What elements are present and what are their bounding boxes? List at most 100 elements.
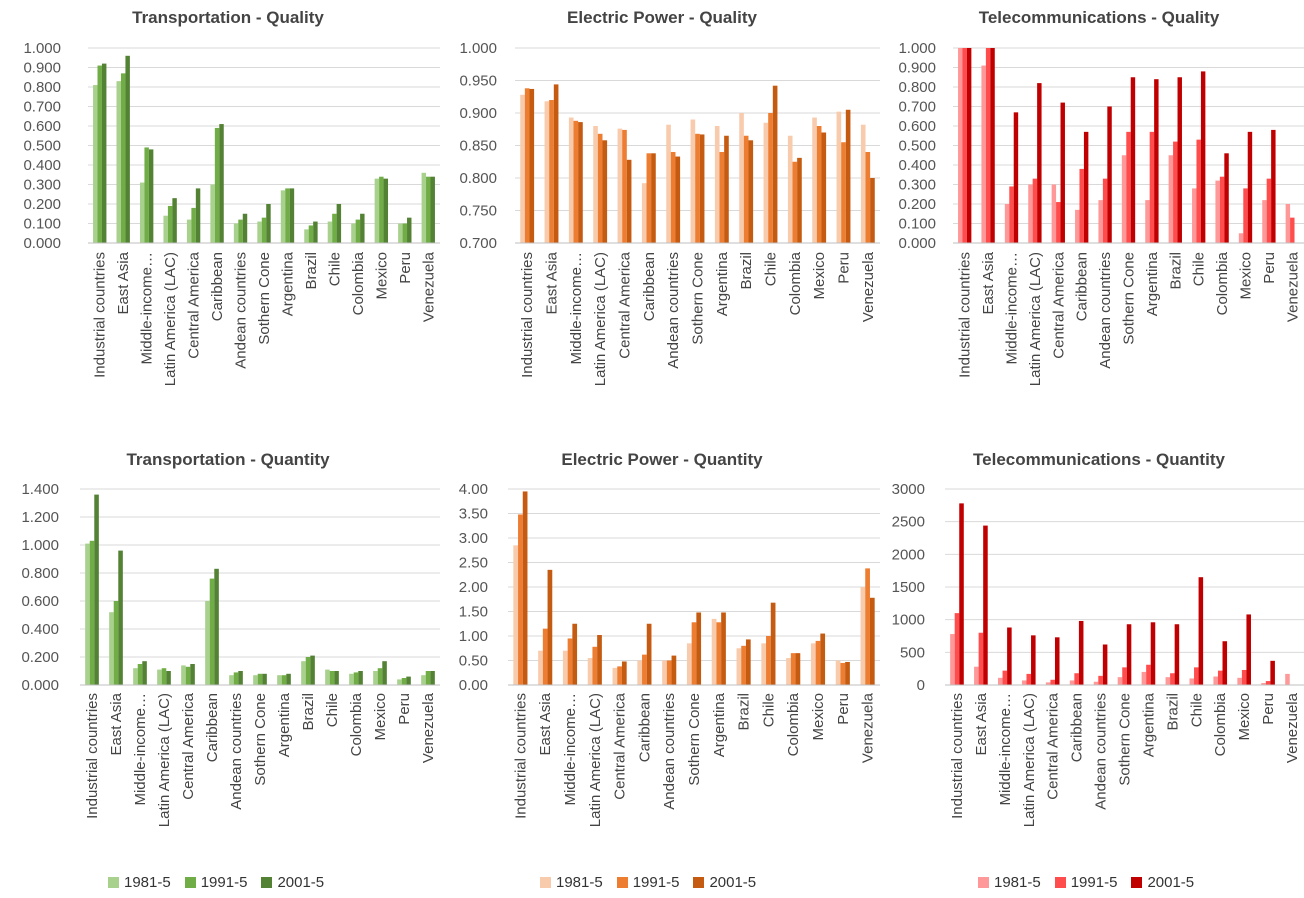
legend-swatch [184,877,196,888]
legend-item: 1981-5 [978,874,1041,891]
bar-1981-5 [1069,680,1075,685]
y-tick-label: 0.600 [898,118,936,135]
bar-1991-5 [622,129,627,243]
y-tick-label: 0.950 [459,73,497,90]
x-tick-label: Peru [836,252,853,284]
bar-1981-5 [233,223,239,243]
y-tick-label: 0.900 [23,60,61,77]
x-tick-label: Latin America (LAC) [1027,252,1044,386]
bar-1981-5 [587,658,593,685]
legend-swatch [108,877,119,888]
x-tick-label: Brazil [1167,252,1184,290]
bar-1991-5 [97,65,102,243]
bar-1981-5 [163,215,168,243]
bar-1981-5 [304,229,309,243]
bar-2001-5 [820,633,826,685]
bar-2001-5 [1174,624,1180,685]
bar-2001-5 [166,671,171,685]
y-tick-label: 0.400 [23,157,61,174]
bar-1991-5 [1170,673,1175,685]
bar-1981-5 [520,94,525,243]
bar-1981-5 [133,668,138,685]
bar-1981-5 [1141,671,1147,685]
bar-1991-5 [978,632,984,685]
legend-label: 1991-5 [1070,874,1118,891]
x-tick-label: Brazil [736,693,753,731]
bar-1991-5 [1217,670,1223,685]
chart-title: Transportation - Quality [132,8,324,27]
y-tick-label: 0.700 [459,235,497,252]
bar-1991-5 [1056,202,1061,243]
bar-1991-5 [1126,131,1131,243]
x-tick-label: Middle-income… [1004,252,1021,365]
x-tick-label: Peru [397,252,414,284]
bar-1981-5 [641,183,647,243]
bar-1981-5 [253,675,258,685]
y-tick-label: 0.200 [898,196,936,213]
y-tick-label: 2000 [892,546,925,563]
bar-1981-5 [1021,680,1027,685]
x-tick-label: Middle-income… [562,693,579,806]
bar-2001-5 [242,213,248,243]
legend-swatch [540,877,551,888]
bar-1991-5 [1265,681,1271,685]
bar-1991-5 [1032,178,1038,243]
bar-2001-5 [696,612,702,685]
bar-1991-5 [377,668,383,685]
bar-1981-5 [662,660,667,685]
x-tick-label: Industrial countries [512,693,529,819]
y-tick-label: 1.000 [23,40,61,57]
x-tick-label: Caribbean [204,693,221,762]
x-tick-label: Industrial countries [519,252,536,378]
bar-2001-5 [262,673,267,685]
bar-1991-5 [815,640,821,685]
x-tick-label: Sothern Cone [690,252,707,345]
bar-2001-5 [966,48,972,243]
chart-title: Transportation - Quantity [126,450,330,469]
bar-1981-5 [836,111,842,243]
x-tick-label: Chile [326,252,343,286]
y-tick-label: 0.750 [459,203,497,220]
bar-1981-5 [205,601,210,685]
x-tick-label: Industrial countries [84,693,101,819]
y-tick-label: 0.500 [23,138,61,155]
bar-1981-5 [787,135,793,243]
y-tick-label: 1.50 [459,604,488,621]
bar-1981-5 [280,190,286,243]
bar-1991-5 [792,161,798,243]
bar-1981-5 [810,643,816,685]
legend-label: 2001-5 [1147,874,1195,891]
bar-2001-5 [646,623,652,685]
bar-1991-5 [985,48,991,243]
bar-1991-5 [646,153,652,243]
bar-1981-5 [229,675,234,685]
x-tick-label: Brazil [300,693,317,731]
x-tick-label: Colombia [348,692,365,756]
bar-1991-5 [285,188,290,243]
bar-1981-5 [397,679,402,685]
bar-2001-5 [621,661,627,685]
bar-1991-5 [1074,673,1079,685]
bar-1981-5 [860,124,866,243]
bar-1981-5 [301,661,306,685]
bar-1981-5 [711,618,717,685]
y-tick-label: 1500 [892,579,925,596]
y-tick-label: 3.00 [459,530,488,547]
bar-1981-5 [544,101,550,243]
bar-2001-5 [626,159,632,243]
bar-1981-5 [513,545,519,685]
x-tick-label: Venezuela [420,692,437,763]
bar-1991-5 [542,628,548,685]
bar-1981-5 [568,117,574,243]
bar-1981-5 [210,184,215,243]
bar-2001-5 [699,134,705,243]
x-tick-label: Sothern Cone [252,693,269,786]
bar-2001-5 [286,673,291,685]
bar-1991-5 [841,142,846,243]
legend-item: 1991-5 [616,874,679,891]
bar-1991-5 [89,540,95,685]
bar-2001-5 [118,550,123,685]
bar-1981-5 [398,223,403,243]
x-tick-label: Industrial countries [957,252,974,378]
bar-1981-5 [325,669,330,685]
